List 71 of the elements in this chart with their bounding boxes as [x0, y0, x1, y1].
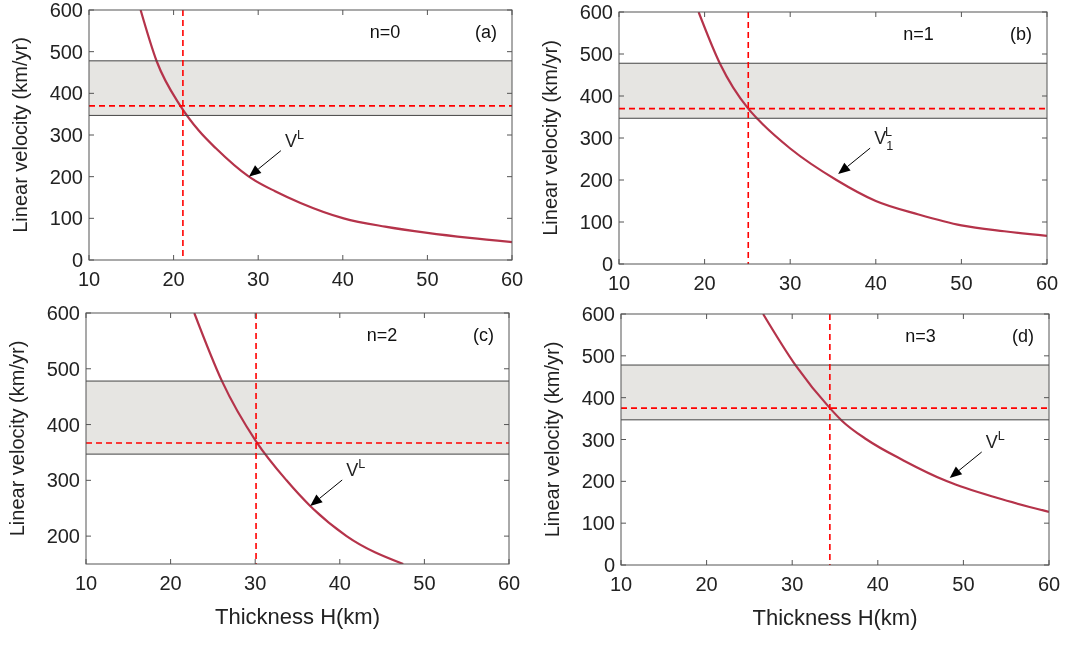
x-tick-label: 50 — [952, 573, 975, 595]
x-tick-label: 40 — [864, 272, 887, 294]
y-tick-label: 300 — [579, 127, 613, 149]
y-tick-label: 400 — [49, 82, 83, 105]
x-tick-label: 20 — [695, 573, 718, 595]
x-tick-label: 40 — [328, 572, 351, 594]
x-axis-title: Thickness H(km) — [752, 605, 918, 630]
x-tick-label: 20 — [693, 272, 716, 294]
x-tick-label: 30 — [247, 268, 270, 290]
y-axis-title: Linear velocity (km/yr) — [541, 341, 563, 538]
y-tick-label: 300 — [49, 124, 83, 146]
annotation: (a) — [475, 22, 497, 42]
x-tick-label: 60 — [497, 572, 521, 594]
y-tick-label: 200 — [46, 525, 80, 548]
annotation: (d) — [1012, 326, 1034, 346]
line-series — [762, 314, 1049, 513]
x-tick-label: 60 — [500, 268, 524, 290]
y-axis-title: Linear velocity (km/yr) — [9, 37, 31, 233]
y-tick-label: 500 — [581, 344, 615, 367]
y-axis-title: Linear velocity (km/yr) — [6, 340, 28, 537]
line-series — [139, 10, 512, 244]
y-tick-label: 100 — [579, 211, 613, 233]
y-tick-label: 300 — [46, 469, 80, 492]
y-tick-label: 200 — [49, 165, 83, 188]
y-tick-label: 100 — [581, 512, 615, 535]
y-axis-title: Linear velocity (km/yr) — [539, 40, 561, 236]
x-tick-label: 30 — [781, 573, 804, 595]
line-series — [697, 12, 1047, 237]
x-tick-label: 30 — [779, 272, 802, 294]
y-tick-label: 400 — [46, 413, 80, 436]
x-tick-label: 40 — [331, 268, 354, 290]
y-tick-label: 0 — [603, 554, 615, 576]
y-tick-label: 0 — [601, 253, 613, 275]
x-tick-label: 60 — [1037, 573, 1061, 595]
x-tick-label: 10 — [77, 268, 101, 290]
annotation: n=0 — [369, 22, 401, 42]
annotation: V$^{L}$ — [985, 428, 1005, 452]
x-tick-label: 10 — [74, 572, 98, 594]
y-tick-label: 400 — [579, 85, 613, 107]
annotation: (b) — [1010, 24, 1032, 44]
x-tick-label: 20 — [159, 572, 182, 594]
y-tick-label: 600 — [46, 302, 80, 324]
annotation: n=1 — [903, 24, 934, 44]
x-tick-label: 50 — [950, 272, 973, 294]
x-tick-label: 20 — [162, 268, 185, 290]
x-tick-label: 50 — [413, 572, 436, 594]
annotation: n=2 — [366, 325, 398, 345]
x-tick-label: 50 — [416, 268, 439, 290]
annotation: n=3 — [905, 326, 936, 346]
y-tick-label: 200 — [581, 470, 615, 493]
x-tick-label: 60 — [1035, 272, 1059, 294]
y-tick-label: 0 — [71, 249, 83, 271]
y-tick-label: 300 — [581, 428, 615, 451]
y-tick-label: 600 — [49, 0, 83, 21]
y-tick-label: 600 — [581, 303, 615, 325]
y-tick-label: 100 — [49, 207, 83, 230]
annotation: V$^{L}$ — [284, 127, 304, 151]
annotation: V$^{L}$ — [346, 456, 366, 480]
y-tick-label: 400 — [581, 386, 615, 409]
y-tick-label: 500 — [46, 357, 80, 380]
line-series — [193, 313, 405, 564]
x-tick-label: 10 — [607, 272, 631, 294]
y-tick-label: 500 — [579, 43, 613, 65]
x-tick-label: 30 — [244, 572, 267, 594]
x-tick-label: 10 — [609, 573, 633, 595]
y-tick-label: 600 — [579, 1, 613, 23]
y-tick-label: 500 — [49, 40, 83, 63]
x-tick-label: 40 — [866, 573, 889, 595]
annotation: (c) — [473, 325, 494, 345]
y-tick-label: 200 — [579, 169, 613, 191]
x-axis-title: Thickness H(km) — [214, 604, 381, 629]
